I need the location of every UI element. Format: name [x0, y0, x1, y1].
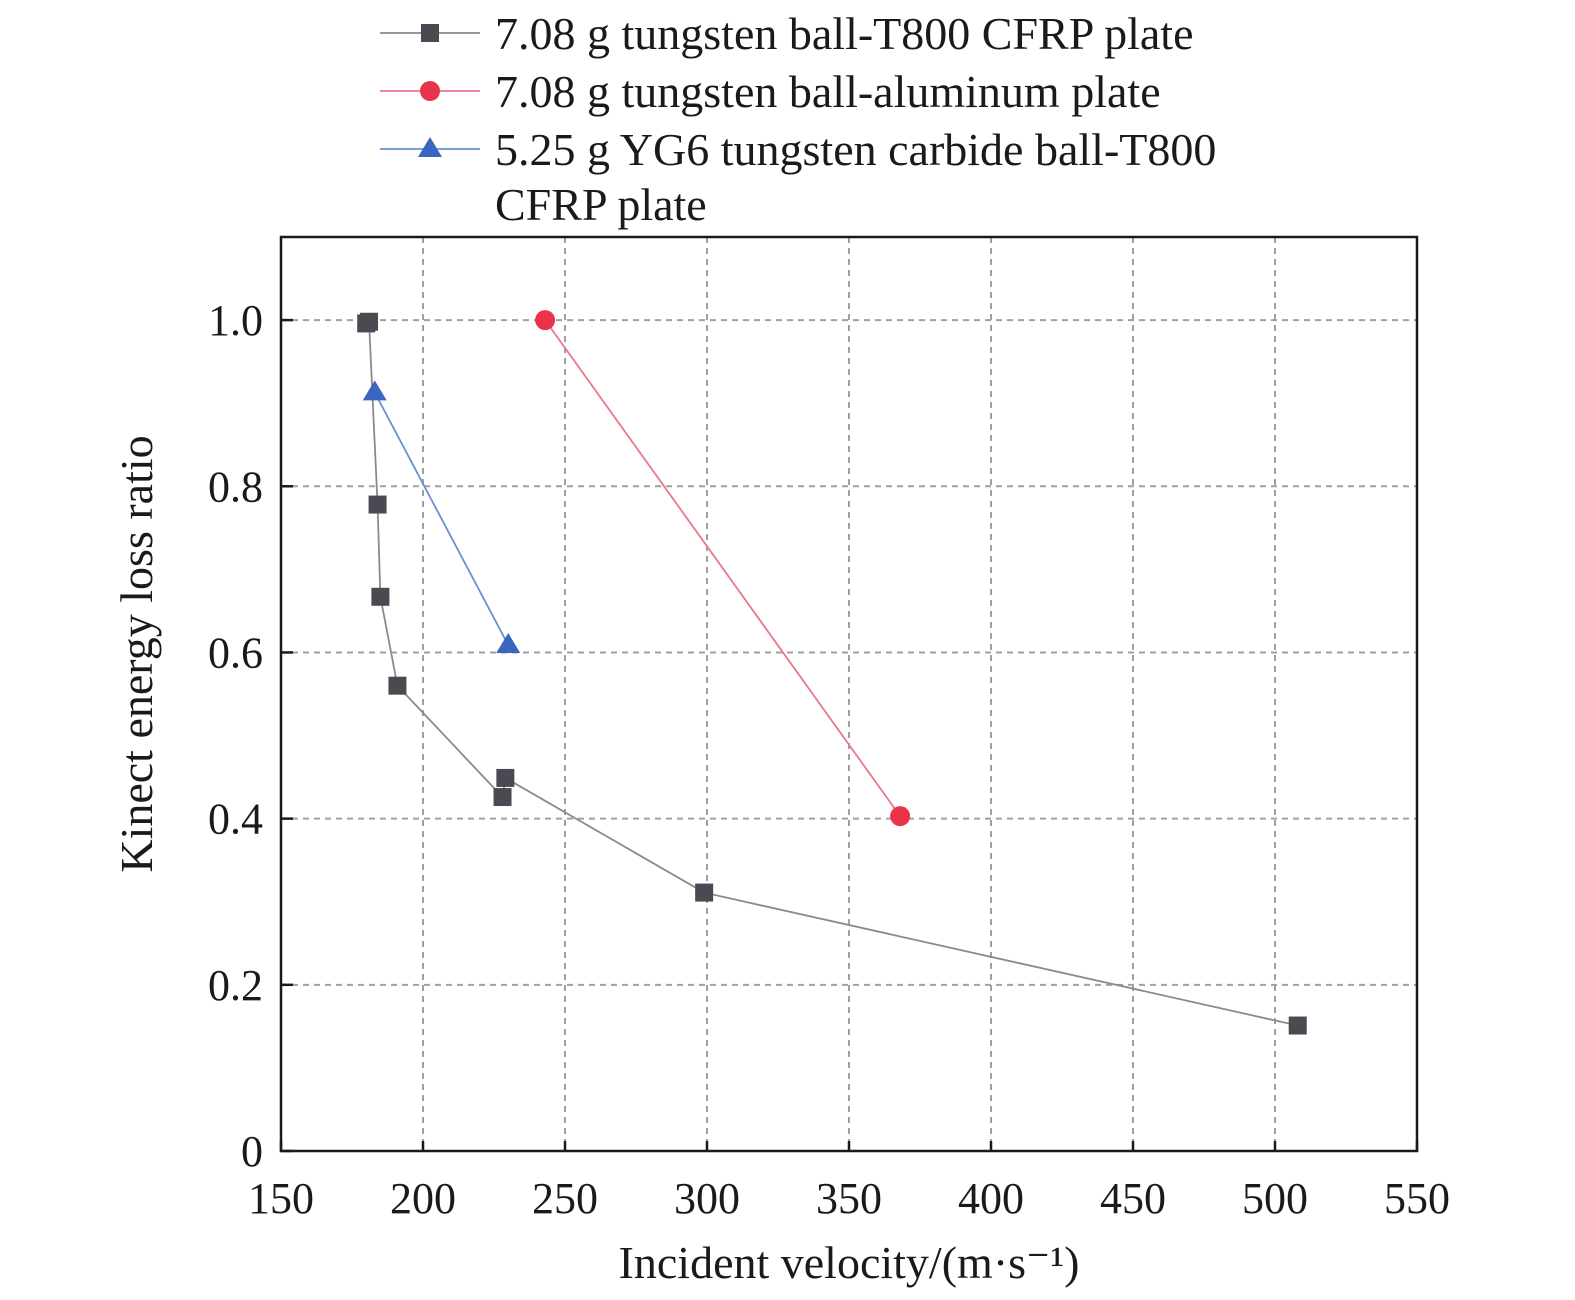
data-point-circle [890, 806, 911, 827]
y-tick-label: 0.8 [208, 462, 263, 511]
y-tick-label: 0.6 [208, 628, 263, 677]
data-point-triangle [362, 380, 387, 401]
data-point-circle [535, 310, 556, 331]
legend-label: 7.08 g tungsten ball-T800 CFRP plate [495, 8, 1194, 59]
series-line [373, 391, 509, 646]
y-axis-label: Kinect energy loss ratio [111, 435, 162, 872]
data-point-square [496, 768, 515, 787]
legend-marker-circle [420, 81, 440, 101]
x-tick-label: 350 [816, 1174, 882, 1223]
data-point-square [493, 788, 512, 807]
y-tick-label: 0.4 [208, 795, 263, 844]
data-point-triangle [496, 632, 521, 653]
series-layer [357, 310, 1307, 1035]
data-point-square [1288, 1016, 1307, 1035]
legend-label: 5.25 g YG6 tungsten carbide ball-T800 [495, 124, 1216, 175]
series-square [357, 312, 1307, 1035]
legend-label: 7.08 g tungsten ball-aluminum plate [495, 66, 1161, 117]
x-axis-label: Incident velocity/(m·s⁻¹) [619, 1237, 1080, 1288]
y-tick-label: 0.2 [208, 961, 263, 1010]
legend-marker-triangle [418, 137, 442, 157]
series-triangle [362, 380, 521, 653]
data-point-square [368, 495, 387, 514]
series-line [365, 320, 1298, 1027]
data-point-square [388, 676, 407, 695]
y-tick-label: 0 [241, 1127, 263, 1176]
grid [281, 237, 1417, 1151]
data-point-square [371, 587, 390, 606]
legend-label: CFRP plate [495, 179, 707, 230]
data-point-square [695, 883, 714, 902]
x-tick-label: 300 [674, 1174, 740, 1223]
x-tick-label: 150 [248, 1174, 314, 1223]
legend-marker-square [421, 24, 439, 42]
x-tick-label: 450 [1100, 1174, 1166, 1223]
y-tick-label: 1.0 [208, 296, 263, 345]
data-point-square [360, 312, 379, 331]
series-line [544, 319, 901, 817]
x-tick-label: 250 [532, 1174, 598, 1223]
x-tick-label: 550 [1384, 1174, 1450, 1223]
legend: 7.08 g tungsten ball-T800 CFRP plate 7.08… [380, 8, 1216, 230]
x-tick-label: 500 [1242, 1174, 1308, 1223]
x-tick-label: 400 [958, 1174, 1024, 1223]
series-circle [535, 310, 911, 827]
x-tick-label: 200 [390, 1174, 456, 1223]
ticks: 150 200 250 300 350 400 450 500 550 0 0.2 0.4 0.6 0.8… [208, 296, 1450, 1223]
